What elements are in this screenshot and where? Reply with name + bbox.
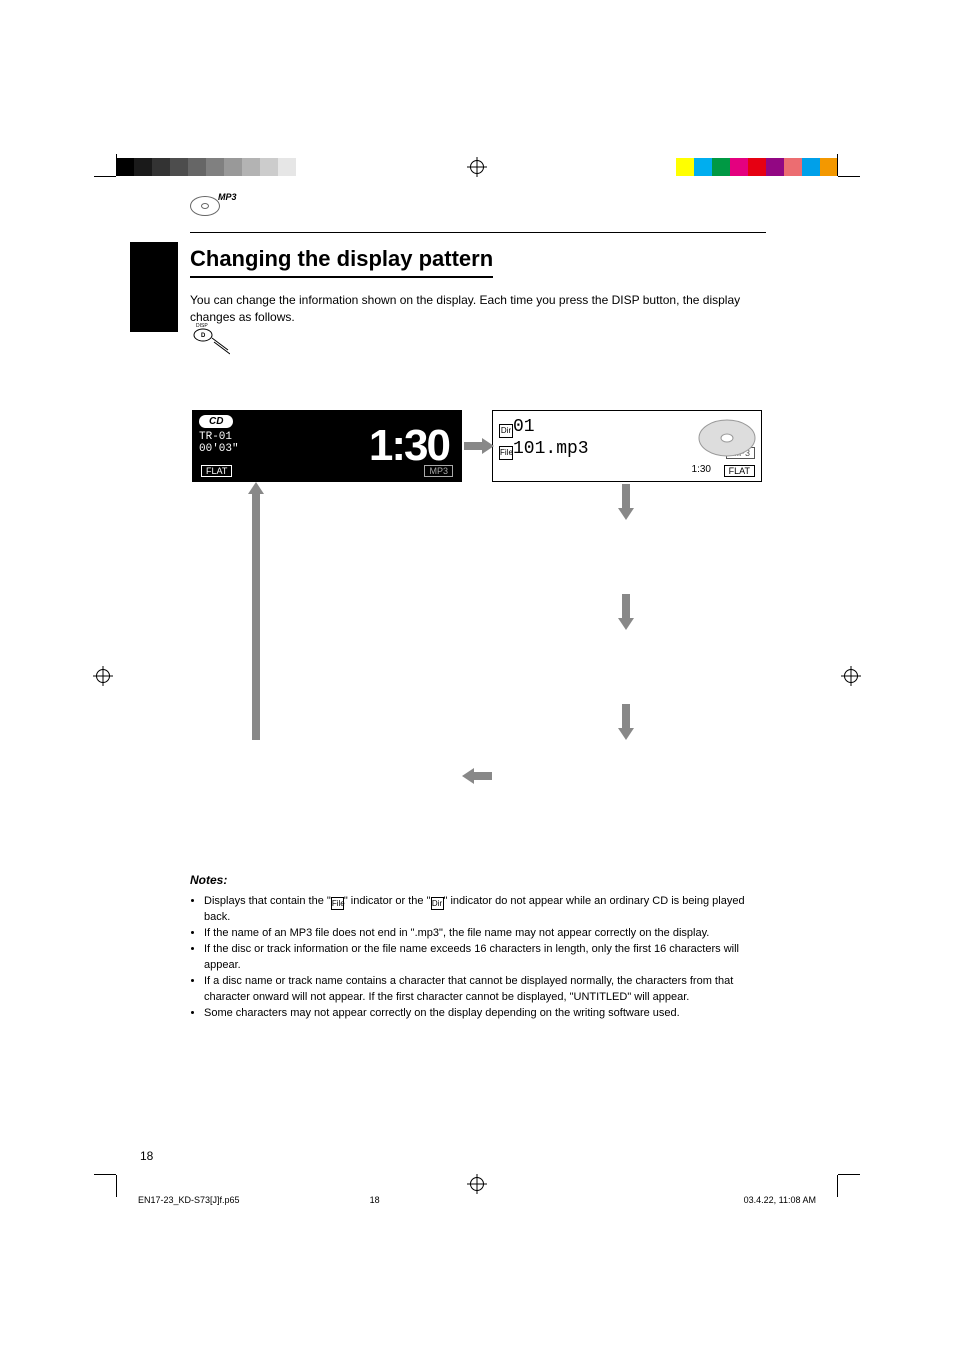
- color-swatch: [784, 158, 802, 176]
- footer-file-info: EN17-23_KD-S73[J]f.p65 18: [138, 1195, 380, 1205]
- gray-swatch: [296, 158, 314, 176]
- arrowhead-icon: [248, 482, 264, 494]
- mp3-badge: MP3: [424, 465, 453, 477]
- arrowhead-icon: [618, 728, 634, 740]
- gray-swatch: [134, 158, 152, 176]
- file-icon: File: [499, 446, 513, 460]
- color-swatch: [694, 158, 712, 176]
- flow-arrow: [622, 704, 630, 728]
- footer-date: 03.4.22, 11:08 AM: [744, 1195, 816, 1205]
- note-item: Some characters may not appear correctly…: [204, 1006, 766, 1022]
- flow-arrow: [252, 494, 260, 740]
- color-swatch: [748, 158, 766, 176]
- note-item: If the name of an MP3 file does not end …: [204, 926, 766, 942]
- instruction-text: You can change the information shown on …: [190, 292, 766, 326]
- page-number: 18: [140, 1149, 153, 1163]
- flow-arrow: [464, 442, 482, 450]
- disp-button-illustration: DISP D: [190, 320, 230, 360]
- crop-mark: [116, 176, 138, 198]
- panel-text: File101.mp3: [499, 439, 589, 460]
- registration-mark-icon: [470, 160, 484, 174]
- side-tab: [130, 242, 178, 332]
- gray-swatch: [152, 158, 170, 176]
- flow-arrow: [622, 594, 630, 618]
- note-item: If a disc name or track name contains a …: [204, 974, 766, 1006]
- notes-section: Notes: Displays that contain the "File" …: [190, 872, 766, 1022]
- gray-swatch: [116, 158, 134, 176]
- mp3-disc-icon: MP3: [190, 196, 220, 221]
- dir-icon: Dir: [431, 897, 444, 910]
- crop-mark: [116, 1153, 138, 1175]
- cd-badge: CD: [199, 415, 233, 428]
- color-swatch: [802, 158, 820, 176]
- color-swatch: [766, 158, 784, 176]
- color-swatch: [676, 158, 694, 176]
- clock-value: 1:30: [692, 464, 711, 475]
- big-clock: 1:30: [369, 421, 449, 471]
- gray-swatch: [206, 158, 224, 176]
- gray-swatch: [260, 158, 278, 176]
- arrowhead-icon: [618, 508, 634, 520]
- registration-mark-icon: [96, 669, 110, 683]
- svg-text:D: D: [201, 333, 206, 339]
- note-item: If the disc or track information or the …: [204, 942, 766, 974]
- disc-art-icon: [697, 415, 757, 461]
- gray-swatch: [242, 158, 260, 176]
- registration-mark-icon: [844, 669, 858, 683]
- display-panel-6: CD TR-01 00'03" 1:30 FLAT MP3: [192, 410, 462, 482]
- gray-swatch: [170, 158, 188, 176]
- flat-badge: FLAT: [724, 465, 755, 477]
- flow-arrow: [622, 484, 630, 508]
- panel-text: Dir01: [499, 417, 535, 438]
- gray-swatch: [278, 158, 296, 176]
- header-rule: [190, 232, 766, 233]
- display-panel-5: Dir01 File101.mp3 1:30 FLAT MP3: [492, 410, 762, 482]
- notes-heading: Notes:: [190, 873, 227, 887]
- registration-mark-icon: [470, 1177, 484, 1191]
- mp3-label: MP3: [218, 192, 237, 202]
- color-swatch: [712, 158, 730, 176]
- disp-label: DISP: [196, 323, 208, 329]
- color-swatch: [730, 158, 748, 176]
- flow-arrow: [474, 772, 492, 780]
- crop-mark: [816, 1153, 838, 1175]
- arrowhead-icon: [482, 438, 494, 454]
- display-pattern-diagram: CD TR-01 00'03" FLAT MP3 CD TR-01 00'03"…: [192, 410, 762, 840]
- panel-text: TR-01 00'03": [199, 431, 239, 455]
- file-icon: File: [331, 897, 344, 910]
- gray-swatch: [188, 158, 206, 176]
- arrowhead-icon: [618, 618, 634, 630]
- crop-mark: [816, 176, 838, 198]
- section-title: Changing the display pattern: [190, 246, 493, 278]
- note-item: Displays that contain the "File" indicat…: [204, 894, 766, 926]
- flat-badge: FLAT: [201, 465, 232, 477]
- color-swatch: [820, 158, 838, 176]
- notes-list: Displays that contain the "File" indicat…: [190, 894, 766, 1022]
- gray-swatch: [224, 158, 242, 176]
- arrowhead-icon: [462, 768, 474, 784]
- dir-icon: Dir: [499, 424, 513, 438]
